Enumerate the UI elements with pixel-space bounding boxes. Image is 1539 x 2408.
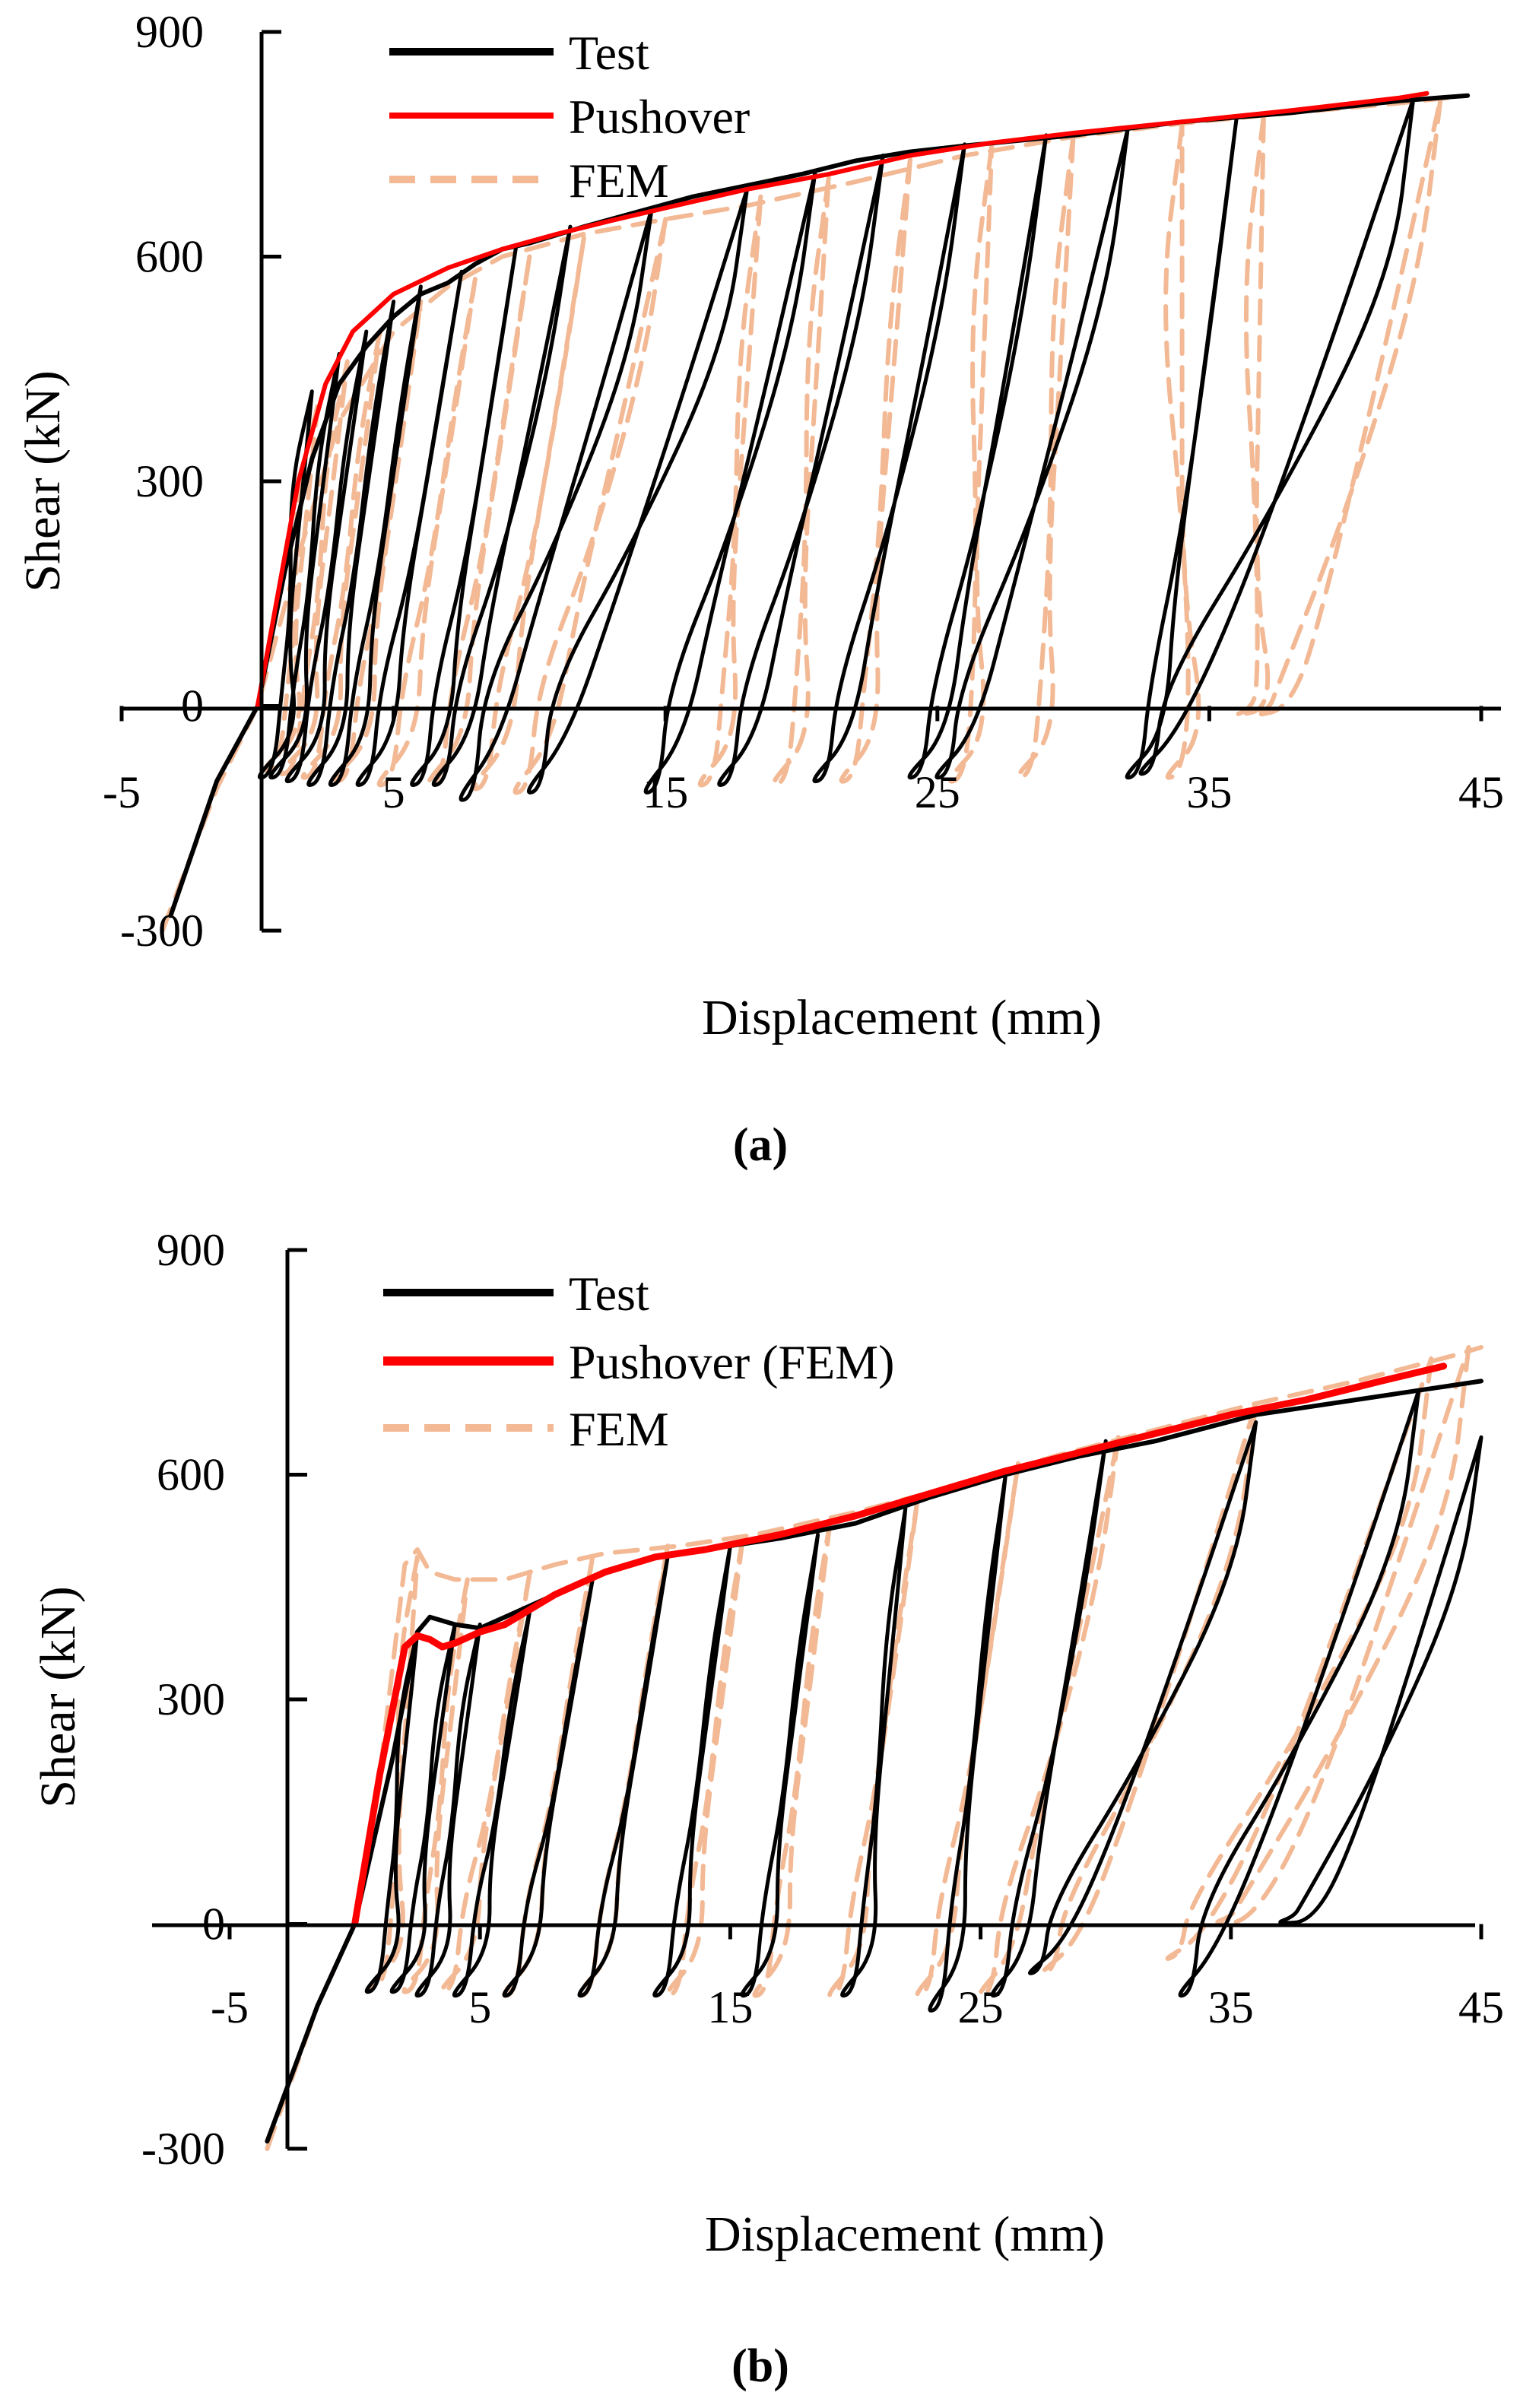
panel-b-test-cycle-2 <box>389 1623 457 1994</box>
panel-b-test-cycle-14 <box>1278 1435 1483 1925</box>
panel-a-fem-cycle-8 <box>512 217 668 795</box>
panel-a-test-cycle-14 <box>907 133 1049 780</box>
panel-b-test-cycle-1 <box>364 1629 420 1994</box>
panel-a-fem-cycle-7 <box>472 235 586 792</box>
panel-a-fem-cycle-3 <box>300 329 382 780</box>
panel-a-test-cycle-17 <box>1138 97 1416 776</box>
panel-b-test-cycle-9 <box>840 1506 908 1998</box>
panel-b-fem-cycle-6 <box>665 1536 745 1998</box>
panel-a-xlabel: Displacement (mm) <box>702 990 1102 1045</box>
panel-b-series-pushover-fem <box>351 1363 1448 1927</box>
panel-a-ytick-label-2: 300 <box>135 456 204 506</box>
panel-a-series-pushover <box>255 90 1430 709</box>
panel-b-xtick-label-2: 15 <box>707 1982 753 2032</box>
panel-b-xtick-label-5: 45 <box>1458 1982 1504 2032</box>
panel-a-test-cycle-12 <box>717 154 885 787</box>
panel-b-fem-cycle-7 <box>752 1517 833 1998</box>
panel-a-fem-cycle-4 <box>333 299 424 784</box>
panel-b-caption: (b) <box>731 2340 789 2392</box>
panel-a-fem-cycle-2 <box>279 359 350 776</box>
panel-b-test-cycle-3 <box>414 1623 482 1998</box>
panel-a-ytick-label-3: 600 <box>135 232 204 282</box>
panel-b-test-cycle-7 <box>652 1543 732 1998</box>
panel-a-pushover-envelope-line <box>255 90 1430 709</box>
panel-b-xtick-label-4: 35 <box>1208 1982 1254 2032</box>
panel-b-ytick-label-2: 300 <box>157 1674 225 1724</box>
panel-b: -300 0 300 600 900 -5 5 15 25 35 45 Displacement (… <box>30 1225 1504 2392</box>
panel-b-fem-cycle-12 <box>1165 1356 1434 1961</box>
panel-a-test-cycle-5 <box>328 284 423 787</box>
panel-a-test-cycle-16 <box>1125 116 1239 780</box>
panel-b-xtick-label-0: -5 <box>211 1982 249 2032</box>
panel-a-ytick-label-0: -300 <box>120 906 204 956</box>
panel-a-test-cycle-13 <box>812 142 967 784</box>
panel-a-test-cycle-6 <box>355 269 464 787</box>
panel-a-ylabel: Shear (kN) <box>15 370 71 592</box>
panel-b-ytick-label-3: 600 <box>157 1450 225 1500</box>
panel-b-legend: Test Pushover (FEM) FEM <box>383 1267 894 1456</box>
panel-a-fem-cycle-10 <box>771 176 831 788</box>
panel-a-series <box>160 90 1471 933</box>
panel-a-xtick-label-0: -5 <box>103 767 141 817</box>
panel-b-legend-label-fem: FEM <box>569 1402 669 1456</box>
panel-a-test-cycle-9 <box>459 206 654 802</box>
panel-a-ticks: -300 0 300 600 900 -5 5 15 25 35 45 <box>103 7 1504 956</box>
panel-b-xtick-label-3: 25 <box>958 1982 1004 2032</box>
panel-a-fem-cycle-15 <box>1233 113 1271 718</box>
panel-b-test-cycle-8 <box>740 1532 820 1998</box>
panel-b-test-cycle-11 <box>990 1439 1108 1998</box>
panel-b-legend-label-pushover: Pushover (FEM) <box>569 1335 894 1389</box>
panel-b-pushover-fem-envelope-line <box>351 1363 1448 1927</box>
panel-a-test-cycle-3 <box>284 329 369 784</box>
panel-b-series <box>265 1345 1483 2151</box>
panel-b-test-cycle-6 <box>577 1555 670 1998</box>
panel-a-fem-cycle-14 <box>1163 122 1201 780</box>
panel-a-fem-cycle-9 <box>697 194 763 788</box>
panel-b-test-cycle-4 <box>452 1607 532 1998</box>
panel-a-ytick-label-4: 900 <box>135 7 204 57</box>
panel-b-ticks: -300 0 300 600 900 -5 5 15 25 35 45 <box>141 1225 1504 2174</box>
panel-a-test-cycle-2 <box>268 352 341 780</box>
panel-a-xtick-label-1: 5 <box>382 767 405 817</box>
panel-b-fem-cycle-2 <box>401 1577 470 1994</box>
panel-a: -300 0 300 600 900 -5 5 15 25 35 45 Displacement (… <box>15 7 1504 1171</box>
panel-b-ytick-label-1: 0 <box>202 1899 225 1950</box>
panel-a-legend-label-test: Test <box>569 26 649 80</box>
panel-a-test-cycle-8 <box>431 224 573 787</box>
panel-b-fem-cycle-3 <box>439 1569 532 1994</box>
panel-a-test-cycle-11 <box>643 170 817 795</box>
panel-a-fem-cycle-11 <box>839 157 912 784</box>
panel-a-test-cycle-7 <box>410 246 518 787</box>
panel-b-xtick-label-1: 5 <box>468 1982 491 2032</box>
panel-a-legend-label-pushover: Pushover <box>569 90 750 144</box>
panel-b-test-cycle-5 <box>502 1577 595 1998</box>
panel-a-fem-cycle-5 <box>376 277 478 788</box>
panel-a-caption: (a) <box>733 1119 788 1171</box>
panel-a-xtick-label-4: 35 <box>1186 767 1232 817</box>
panel-b-ytick-label-0: -300 <box>141 2124 225 2174</box>
panel-b-test-cycle-12 <box>1028 1420 1258 1975</box>
panel-a-xtick-label-5: 45 <box>1458 767 1504 817</box>
panel-a-test-cycle-4 <box>306 300 396 787</box>
panel-a-xtick-label-2: 15 <box>643 767 688 817</box>
panel-a-test-cycle-15 <box>935 127 1130 780</box>
panel-b-ytick-label-4: 900 <box>157 1225 225 1275</box>
panel-a-legend-label-fem: FEM <box>569 154 669 208</box>
panel-b-test-cycle-10 <box>928 1473 1007 2013</box>
panel-a-legend: Test Pushover FEM <box>389 26 750 208</box>
panel-b-legend-label-test: Test <box>569 1267 649 1321</box>
panel-b-fem-envelope-line <box>265 1345 1483 2151</box>
panel-a-ytick-label-1: 0 <box>181 681 204 731</box>
panel-b-xlabel: Displacement (mm) <box>705 2207 1105 2262</box>
panel-a-fem-cycle-13 <box>1016 132 1076 780</box>
panel-a-fem-cycle-6 <box>426 254 532 788</box>
panel-a-fem-cycle-12 <box>947 143 995 784</box>
panel-b-test-cycle-13 <box>1178 1388 1421 1998</box>
panel-b-ylabel: Shear (kN) <box>30 1586 86 1807</box>
panel-a-xtick-label-3: 25 <box>915 767 960 817</box>
panel-a-test-cycle-10 <box>527 187 749 795</box>
